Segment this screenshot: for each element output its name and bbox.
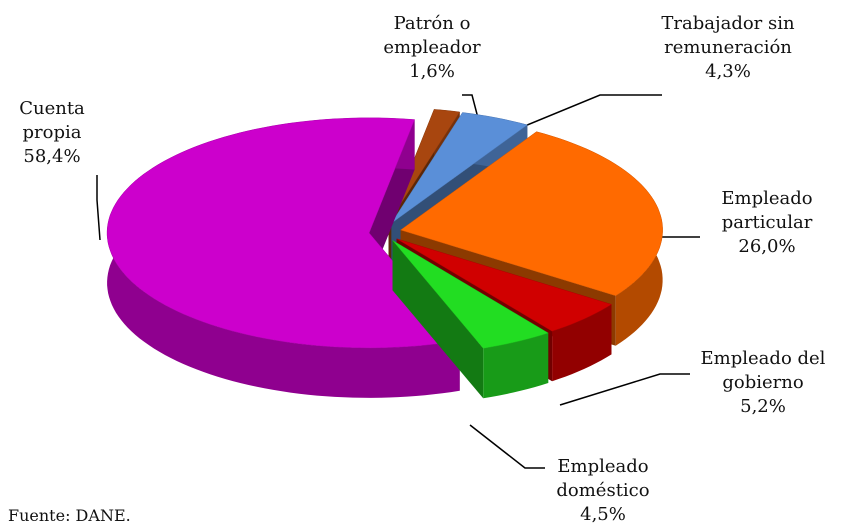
slice — [106, 117, 461, 349]
leader-line — [96, 175, 101, 241]
slice-side — [483, 333, 549, 399]
leader-lines — [96, 94, 700, 469]
label: Patrón o empleador 1,6% — [372, 12, 492, 84]
label: Empleado particular 26,0% — [700, 187, 834, 259]
leader-line — [519, 94, 662, 129]
label-name: Cuenta propia — [19, 98, 85, 143]
slice — [391, 112, 528, 224]
label-value: 26,0% — [738, 236, 796, 257]
label-value: 58,4% — [23, 146, 81, 167]
label-name: Empleado particular — [721, 188, 813, 233]
label-name: Empleado del gobierno — [700, 348, 826, 393]
slice — [392, 240, 549, 349]
label: Cuenta propia 58,4% — [2, 97, 102, 169]
source-note: Fuente: DANE. — [8, 506, 131, 525]
label-value: 4,3% — [705, 61, 751, 82]
slice — [400, 131, 663, 296]
leader-line — [462, 94, 479, 119]
label-value: 5,2% — [740, 396, 786, 417]
leader-line — [559, 373, 690, 406]
slice-inner-wall — [392, 240, 484, 399]
label-value: 1,6% — [409, 61, 455, 82]
pie — [106, 109, 663, 399]
slice-side — [552, 304, 612, 382]
label: Trabajador sin remuneración 4,3% — [648, 12, 808, 84]
label: Empleado del gobierno 5,2% — [682, 347, 844, 419]
label-name: Trabajador sin remuneración — [661, 13, 795, 58]
label-name: Empleado doméstico — [556, 456, 650, 501]
slice — [396, 238, 613, 332]
leader-line — [469, 424, 545, 469]
label-value: 4,5% — [580, 504, 626, 525]
label-name: Patrón o empleador — [383, 13, 481, 58]
slice — [388, 109, 461, 223]
label: Empleado doméstico 4,5% — [543, 455, 663, 527]
